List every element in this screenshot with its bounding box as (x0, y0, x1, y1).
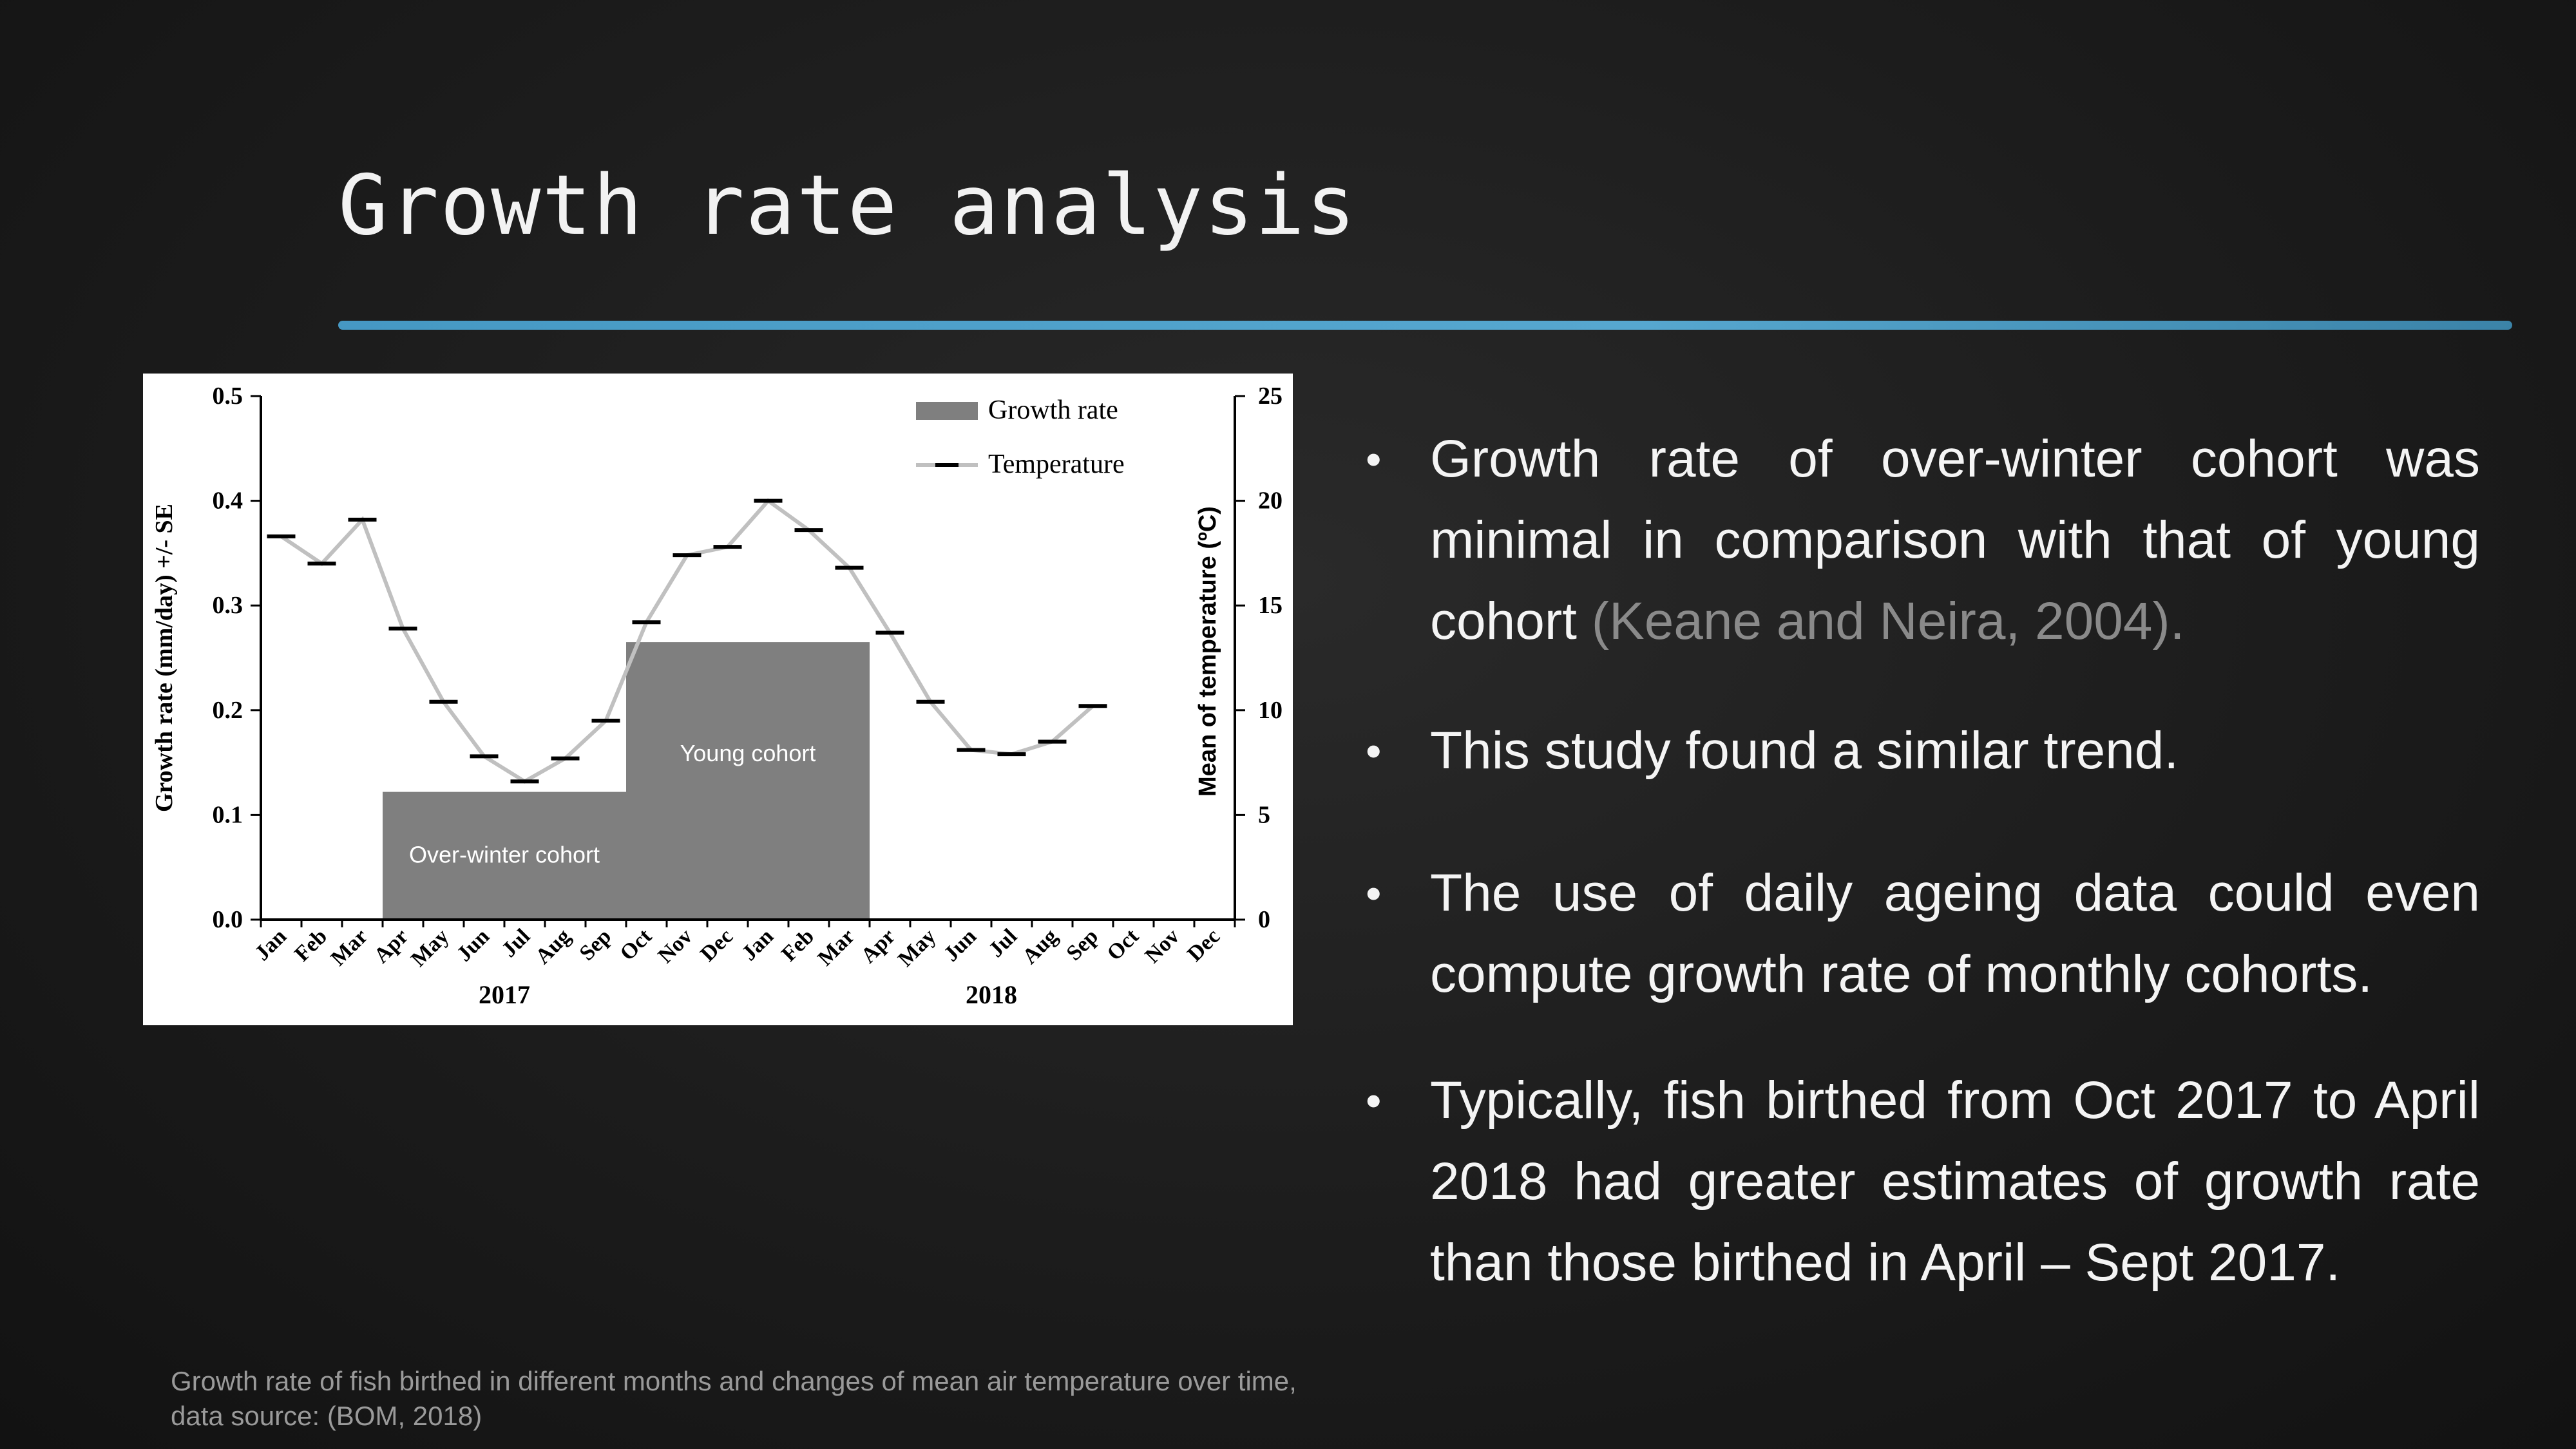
x-tick-label: Apr (370, 924, 414, 968)
x-tick-label: Dec (696, 924, 738, 966)
left-tick-label: 0.2 (213, 697, 243, 724)
x-tick-label: Oct (1103, 924, 1144, 965)
bullet-list: Growth rate of over-winter cohort was mi… (1366, 419, 2480, 1303)
x-tick-label: Feb (777, 924, 819, 966)
x-tick-label: Apr (857, 924, 901, 968)
x-tick-label: Nov (654, 924, 698, 968)
bullet-text: This study found a similar trend. (1430, 721, 2179, 780)
legend-bar-swatch (916, 402, 978, 420)
x-tick-label: Jan (251, 924, 292, 965)
x-tick-label: Mar (814, 924, 860, 971)
x-tick-label: Aug (531, 924, 575, 969)
x-tick-label: Jun (452, 924, 494, 966)
chart-caption: Growth rate of fish birthed in different… (171, 1366, 1297, 1431)
x-tick-label: Mar (327, 924, 373, 971)
bullet-text: Growth rate of over-winter cohort was mi… (1430, 430, 2480, 650)
left-tick-label: 0.0 (213, 906, 243, 933)
x-tick-label: May (893, 924, 940, 971)
bullet-item: Growth rate of over-winter cohort was mi… (1366, 419, 2480, 662)
x-tick-label: Sep (1062, 924, 1103, 965)
year-label: 2018 (966, 980, 1017, 1009)
bullet-text: Typically, fish birthed from Oct 2017 to… (1430, 1071, 2480, 1292)
right-tick-label: 20 (1258, 488, 1283, 515)
left-tick-label: 0.4 (213, 488, 243, 515)
right-tick-label: 0 (1258, 906, 1270, 933)
right-tick-label: 5 (1258, 801, 1270, 828)
x-tick-label: Oct (616, 924, 657, 965)
bullet-item: Typically, fish birthed from Oct 2017 to… (1366, 1060, 2480, 1303)
bullet-text: The use of daily ageing data could even … (1430, 864, 2480, 1003)
x-tick-label: Dec (1183, 924, 1225, 966)
cohort-label: Young cohort (680, 740, 816, 766)
x-tick-label: May (406, 924, 453, 971)
legend-label: Growth rate (988, 395, 1118, 425)
cohort-label: Over-winter cohort (409, 842, 600, 868)
title-divider (338, 321, 2512, 330)
growth-temperature-chart: Over-winter cohort Young cohort 0.0 0.1 0.2 0… (151, 383, 1283, 1009)
x-tick-label: Aug (1018, 924, 1062, 969)
chart-panel: Over-winter cohort Young cohort 0.0 0.1 0.2 0… (143, 374, 1293, 1025)
x-tick-label: Jun (939, 924, 981, 966)
left-tick-label: 0.1 (213, 801, 243, 828)
x-tick-label: Nov (1141, 924, 1185, 968)
x-tick-label: Feb (290, 924, 332, 966)
year-label: 2017 (479, 980, 530, 1009)
right-tick-label: 10 (1258, 697, 1283, 724)
bullet-item: This study found a similar trend. (1366, 710, 2480, 791)
right-tick-label: 15 (1258, 592, 1283, 619)
legend-label: Temperature (988, 450, 1125, 479)
cohort-bar (626, 642, 870, 920)
x-tick-label: Jul (984, 924, 1022, 961)
right-tick-label: 25 (1258, 383, 1283, 410)
x-tick-label: Jul (497, 924, 535, 961)
left-axis-title: Growth rate (mm/day) +/- SE (151, 504, 178, 812)
x-tick-label: Jan (738, 924, 779, 965)
right-axis-title: Mean of temperature (ºC) (1194, 506, 1221, 797)
cohort-bar (383, 791, 626, 920)
bullet-citation: (Keane and Neira, 2004). (1591, 592, 2185, 650)
left-tick-label: 0.3 (213, 592, 243, 619)
bullet-item: The use of daily ageing data could even … (1366, 853, 2480, 1015)
left-tick-label: 0.5 (213, 383, 243, 410)
slide-title: Growth rate analysis (338, 158, 1357, 254)
x-tick-label: Sep (575, 924, 616, 965)
